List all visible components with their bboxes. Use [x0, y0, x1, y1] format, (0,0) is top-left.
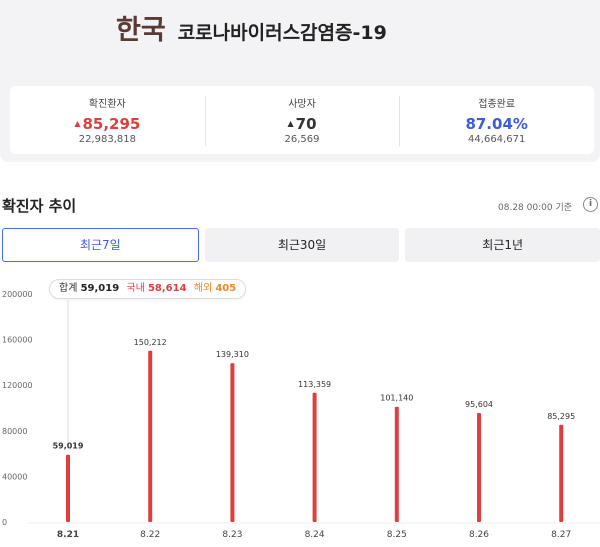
- tooltip-domestic-label: 국내: [126, 283, 145, 294]
- y-tick-label: 80000: [2, 427, 27, 436]
- y-tick-label: 40000: [2, 472, 27, 481]
- x-tick-label: 8.25: [387, 530, 407, 540]
- bar: [148, 350, 153, 522]
- bar-value-label: 85,295: [547, 412, 575, 421]
- tab-1year[interactable]: 최근1년: [405, 228, 600, 262]
- arrow-up-icon: ▲: [74, 119, 81, 128]
- y-tick-label: 120000: [2, 381, 33, 390]
- cases-bar-chart: 0 40000 80000 120000 160000 200000 59,019 8.21 1…: [0, 268, 600, 547]
- chart-tooltip: 합계 59,019 국내 58,614 해외 405: [49, 279, 247, 299]
- x-tick-label: 8.22: [140, 530, 160, 540]
- stat-total: 22,983,818: [78, 134, 136, 145]
- tooltip-domestic: 58,614: [147, 283, 187, 294]
- stat-confirmed: 확진환자 ▲ 85,295 22,983,818: [10, 86, 205, 154]
- country-name: 한국: [116, 15, 166, 46]
- info-icon[interactable]: i: [583, 197, 598, 212]
- tooltip-overseas-label: 해외: [193, 283, 213, 294]
- x-tick-label: 8.24: [305, 530, 325, 540]
- stat-value: 85,295: [82, 115, 141, 133]
- tooltip-total-label: 합계: [59, 283, 78, 294]
- stat-value: 70: [295, 115, 317, 133]
- bar-value-label: 113,359: [298, 380, 331, 389]
- stat-label: 접종완료: [478, 99, 516, 110]
- bar: [559, 424, 564, 522]
- y-tick-label: 200000: [2, 290, 33, 299]
- period-tabs: 최근7일 최근30일 최근1년: [2, 228, 600, 262]
- y-tick-label: 0: [2, 518, 7, 527]
- x-tick-label: 8.23: [222, 530, 242, 540]
- as-of-timestamp: 08.28 00:00 기준: [498, 203, 572, 213]
- tab-30days[interactable]: 최근30일: [204, 228, 400, 262]
- stat-label: 사망자: [288, 99, 316, 110]
- y-tick-label: 160000: [2, 336, 33, 345]
- bar: [394, 406, 399, 522]
- x-tick-label: 8.26: [469, 530, 489, 540]
- disease-name: 코로나바이러스감염증-19: [177, 22, 387, 44]
- stat-value: 87.04%: [465, 115, 528, 133]
- chart-canvas: 0 40000 80000 120000 160000 200000 59,019 8.21 1…: [2, 290, 600, 540]
- stat-vaccinated: 접종완료 87.04% 44,664,671: [399, 86, 594, 154]
- tooltip-overseas: 405: [215, 283, 237, 294]
- bar: [477, 413, 481, 522]
- stat-total: 44,664,671: [468, 134, 526, 145]
- tooltip-total: 59,019: [80, 283, 120, 294]
- bar-value-label: 101,140: [380, 394, 413, 403]
- summary-panel: 한국 코로나바이러스감염증-19 확진환자 ▲ 85,295 22,983,818…: [0, 0, 600, 162]
- tab-7days[interactable]: 최근7일: [2, 228, 199, 262]
- bar-value-label: 139,310: [216, 350, 249, 359]
- bar: [312, 392, 317, 522]
- page-title: 한국 코로나바이러스감염증-19: [116, 8, 387, 47]
- stats-card: 확진환자 ▲ 85,295 22,983,818 사망자 ▲ 70 26,569 접…: [10, 86, 594, 154]
- bar: [230, 363, 235, 522]
- bar-value-label: 150,212: [134, 338, 167, 347]
- stat-deaths: 사망자 ▲ 70 26,569: [204, 86, 400, 154]
- x-tick-label: 8.27: [551, 530, 571, 540]
- x-tick-label: 8.21: [57, 530, 79, 540]
- stat-label: 확진환자: [88, 99, 126, 110]
- bar: [66, 454, 70, 522]
- trend-title: 확진자 추이: [2, 197, 77, 215]
- bar-value-label: 59,019: [53, 442, 84, 451]
- bar-value-label: 95,604: [465, 400, 493, 409]
- arrow-up-icon: ▲: [287, 119, 294, 128]
- stat-total: 26,569: [284, 134, 320, 145]
